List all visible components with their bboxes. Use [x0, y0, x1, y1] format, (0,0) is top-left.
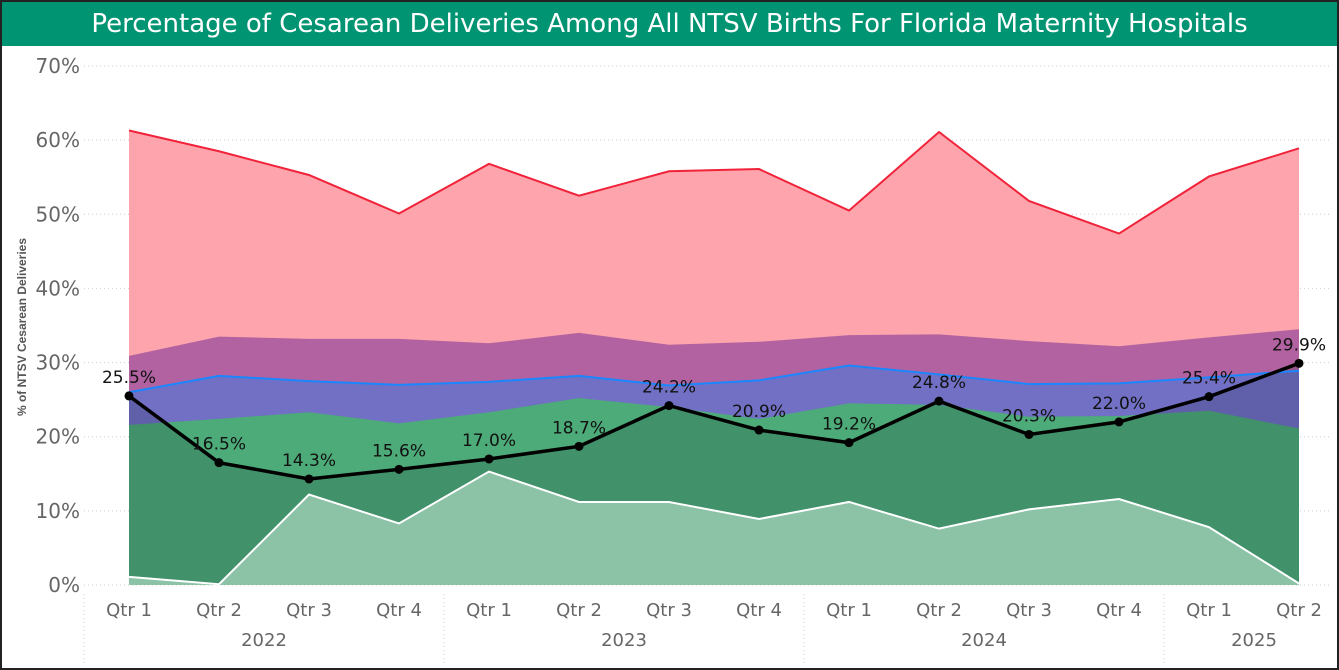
data-label: 25.4% [1182, 369, 1236, 389]
data-point [754, 425, 764, 435]
x-year-label: 2024 [961, 630, 1007, 651]
y-tick-label: 0% [48, 573, 80, 597]
x-tick-label: Qtr 2 [916, 600, 962, 621]
data-label: 24.2% [642, 378, 696, 398]
data-label: 22.0% [1092, 394, 1146, 414]
data-point [574, 441, 584, 451]
x-year-label: 2022 [241, 630, 287, 651]
data-label: 14.3% [282, 451, 336, 471]
chart-title: Percentage of Cesarean Deliveries Among … [2, 2, 1337, 46]
y-tick-label: 60% [36, 128, 80, 152]
x-tick-label: Qtr 1 [466, 600, 512, 621]
data-label: 20.9% [732, 402, 786, 422]
x-tick-label: Qtr 1 [1186, 600, 1232, 621]
data-label: 29.9% [1272, 335, 1326, 355]
data-label: 25.5% [102, 368, 156, 388]
y-tick-label: 30% [36, 351, 80, 375]
data-label: 18.7% [552, 418, 606, 438]
data-point [934, 396, 944, 406]
x-year-label: 2025 [1231, 630, 1277, 651]
line-series-blue [128, 364, 1300, 394]
x-tick-label: Qtr 4 [1096, 600, 1142, 621]
x-tick-label: Qtr 3 [1006, 600, 1052, 621]
line-series-black [127, 361, 1300, 481]
data-label: 24.8% [912, 373, 966, 393]
x-tick-label: Qtr 4 [376, 600, 422, 621]
data-point [1294, 358, 1304, 368]
y-tick-label: 40% [36, 276, 80, 300]
data-point [1114, 417, 1124, 427]
data-label: 15.6% [372, 441, 426, 461]
x-tick-label: Qtr 2 [196, 600, 242, 621]
data-point [484, 454, 494, 464]
y-tick-label: 20% [36, 425, 80, 449]
x-tick-label: Qtr 1 [826, 600, 872, 621]
data-point [664, 401, 674, 411]
data-point [304, 474, 314, 484]
data-label: 16.5% [192, 435, 246, 455]
x-tick-label: Qtr 3 [646, 600, 692, 621]
x-year-label: 2023 [601, 630, 647, 651]
data-point [1204, 392, 1214, 402]
data-point [1024, 429, 1034, 439]
x-tick-label: Qtr 1 [106, 600, 152, 621]
y-tick-label: 50% [36, 202, 80, 226]
data-point [214, 458, 224, 468]
y-tick-label: 10% [36, 499, 80, 523]
x-tick-label: Qtr 2 [1276, 600, 1322, 621]
data-label: 19.2% [822, 415, 876, 435]
data-label: 20.3% [1002, 406, 1056, 426]
line-series-white [128, 470, 1300, 586]
area-series-light-green [129, 471, 1299, 585]
data-label: 17.0% [462, 431, 516, 451]
x-tick-label: Qtr 3 [286, 600, 332, 621]
x-tick-label: Qtr 4 [736, 600, 782, 621]
data-point [124, 391, 134, 401]
y-tick-label: 70% [36, 54, 80, 78]
line-series-red [128, 129, 1300, 235]
data-point [394, 464, 404, 474]
data-point [844, 438, 854, 448]
x-tick-label: Qtr 2 [556, 600, 602, 621]
